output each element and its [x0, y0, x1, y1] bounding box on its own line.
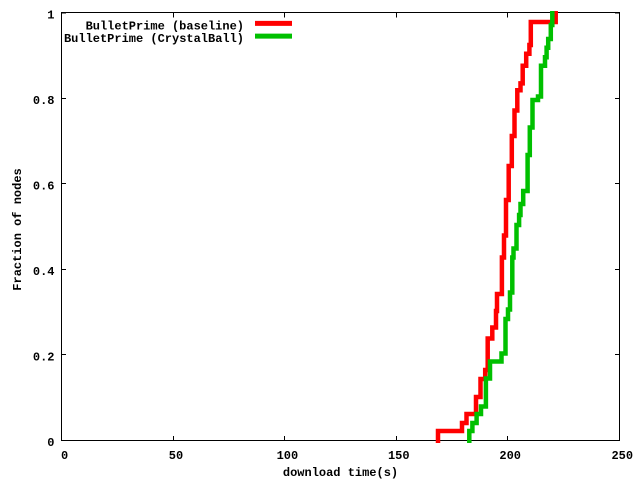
- svg-text:0.4: 0.4: [33, 265, 55, 279]
- svg-text:1: 1: [47, 9, 54, 23]
- svg-text:0: 0: [61, 449, 68, 463]
- svg-text:download time(s): download time(s): [283, 466, 398, 480]
- svg-text:150: 150: [388, 449, 410, 463]
- svg-text:200: 200: [499, 449, 521, 463]
- svg-text:BulletPrime (CrystalBall): BulletPrime (CrystalBall): [64, 32, 244, 46]
- svg-text:0.2: 0.2: [33, 350, 55, 364]
- svg-text:Fraction of nodes: Fraction of nodes: [11, 168, 25, 290]
- svg-text:0: 0: [47, 436, 54, 450]
- svg-text:BulletPrime (baseline): BulletPrime (baseline): [86, 19, 244, 33]
- svg-text:0.8: 0.8: [33, 94, 55, 108]
- svg-text:100: 100: [277, 449, 299, 463]
- svg-text:50: 50: [169, 449, 183, 463]
- svg-text:250: 250: [611, 449, 633, 463]
- svg-text:0.6: 0.6: [33, 180, 55, 194]
